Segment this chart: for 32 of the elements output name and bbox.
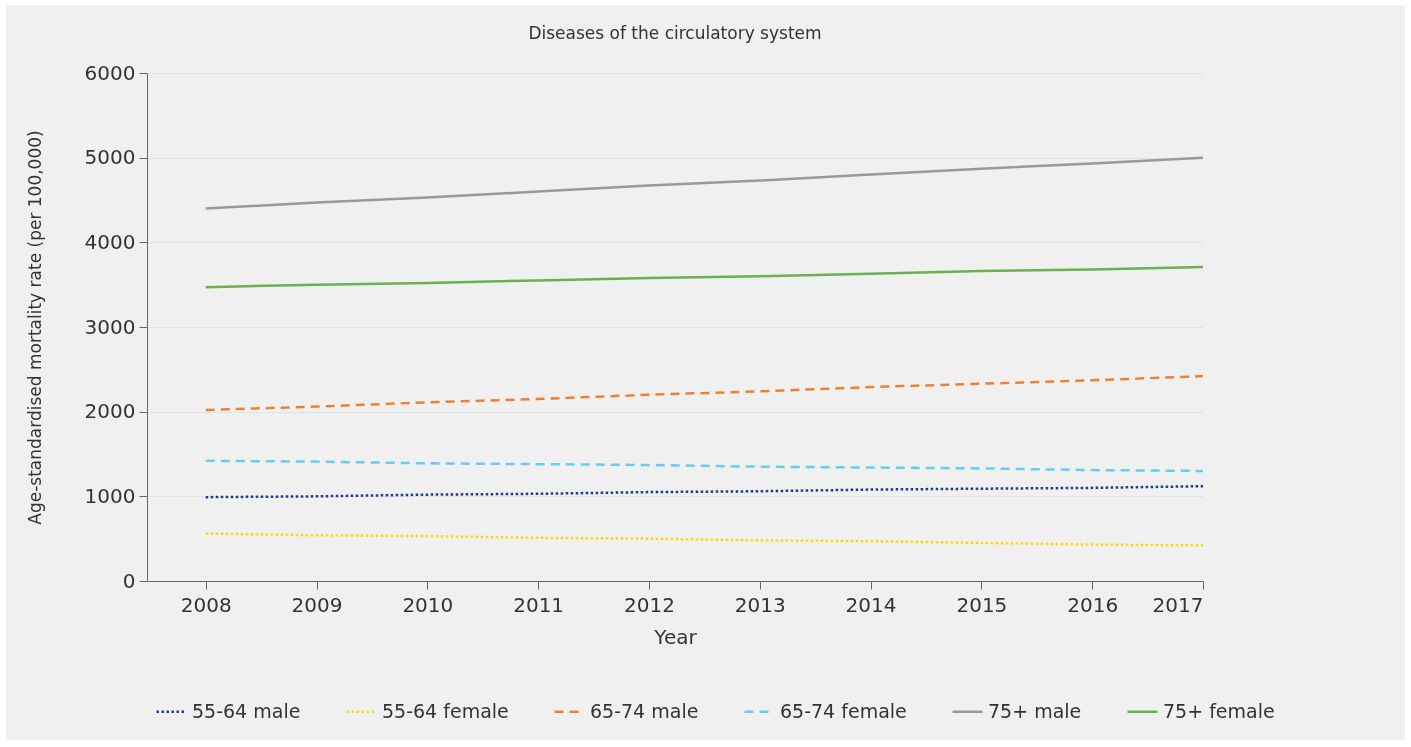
legend-label: 75+ female [1163,699,1275,722]
y-tick-label: 5000 [84,145,136,170]
x-tick-label: 2013 [734,592,786,617]
x-axis-title: Year [653,624,698,649]
x-tick-label: 2012 [624,592,675,617]
x-tick-label: 2011 [513,592,565,617]
y-axis-title: Age-standardised mortality rate (per 100,000) [24,130,45,525]
x-tick-label: 2017 [1152,592,1204,617]
x-tick-label: 2008 [180,592,232,617]
y-tick-label: 2000 [84,399,136,424]
y-tick-label: 3000 [84,314,136,339]
y-tick-label: 6000 [84,60,136,85]
x-tick-label: 2016 [1067,592,1119,617]
y-tick-label: 4000 [84,229,136,254]
line-series [204,532,1205,547]
legend-label: 55-64 male [192,699,301,722]
line-series [204,374,1205,412]
legend-label: 55-64 female [382,699,509,722]
line-series [204,156,1205,210]
x-tick-label: 2015 [956,592,1008,617]
y-tick-label: 1000 [84,483,136,508]
x-tick-label: 2014 [845,592,897,617]
x-tick-label: 2010 [402,592,454,617]
legend-label: 65-74 female [780,699,907,722]
legend-label: 75+ male [988,699,1082,722]
x-tick-label: 2009 [291,592,343,617]
line-series [204,265,1205,289]
chart-title: Diseases of the circulatory system [528,23,822,43]
legend-label: 65-74 male [590,699,699,722]
line-series [204,484,1205,499]
line-series [204,459,1205,473]
y-tick-label: 0 [122,568,136,593]
